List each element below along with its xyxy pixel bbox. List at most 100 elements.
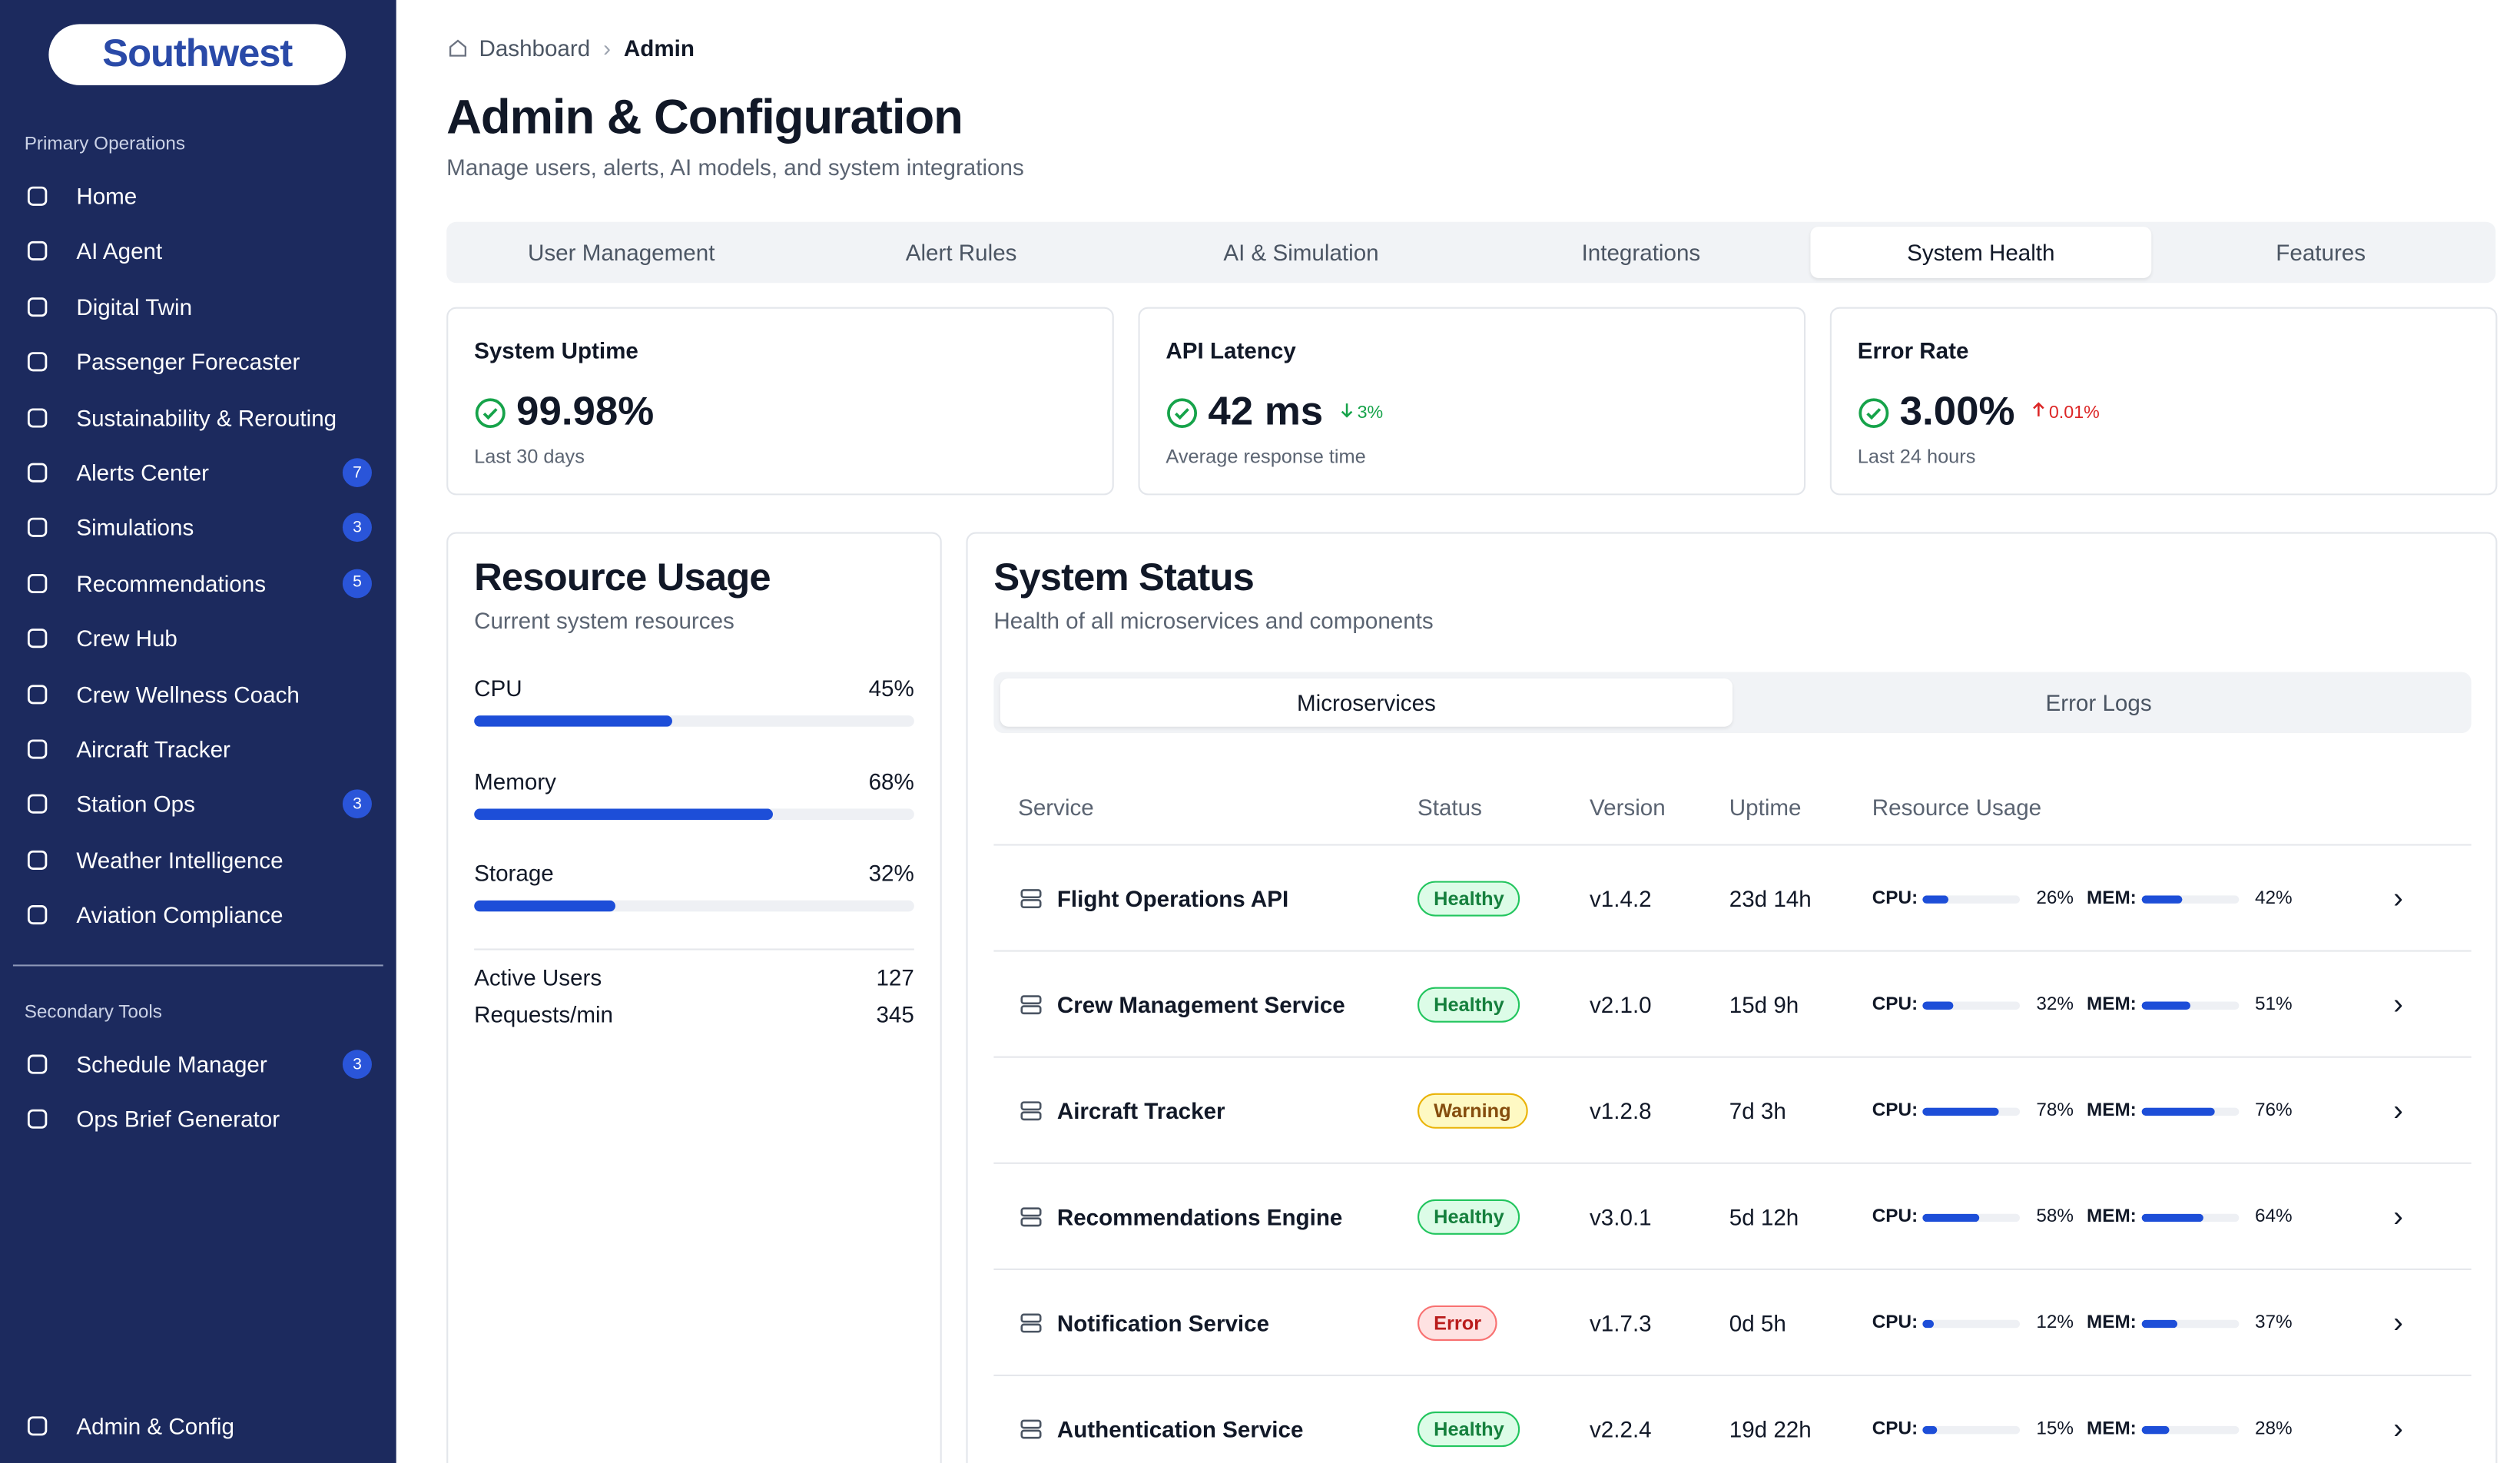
resource-item: CPU 45% [474,675,914,727]
icon [25,184,64,209]
logo[interactable]: Southwest [48,24,346,85]
nav-item[interactable]: Station Ops 3 [25,782,372,828]
nav-label: Crew Wellness Coach [76,681,300,707]
nav-item[interactable]: Aircraft Tracker [25,727,372,772]
tab[interactable]: Error Logs [2045,689,2152,716]
version: v2.1.0 [1590,991,1652,1018]
section-title: Secondary Tools [24,1003,162,1023]
row-chevron[interactable]: › [2393,987,2403,1020]
metric-card: API Latency 42 ms 3% Average response time [1138,307,1806,496]
progress-track [474,900,914,912]
mini-bar [1922,894,1948,903]
nav-item[interactable]: Crew Hub [25,616,372,662]
resource-cell: CPU: 58% MEM: 64% [1872,1207,2293,1226]
nav-item[interactable]: Digital Twin [25,284,372,330]
divider [474,948,914,950]
status-badge: Healthy [1417,987,1520,1023]
icon [25,1051,64,1077]
status-badge: Warning [1417,1093,1527,1129]
tab[interactable]: System Health [1811,227,2151,278]
nav-label: Admin & Config [76,1413,234,1439]
nav-item[interactable]: Alerts Center 7 [25,450,372,496]
metric-value-row: 99.98% [474,389,654,436]
nav-item[interactable]: Schedule Manager 3 [25,1042,372,1087]
mini-bar [2141,894,2183,903]
service-name: Notification Service [1056,1310,1270,1336]
tab[interactable]: User Management [528,239,715,266]
resource-row: CPU 45% [474,675,914,701]
tab[interactable]: Alert Rules [905,239,1017,266]
icon [1018,992,1044,1017]
status-badge: Healthy [1417,1199,1520,1235]
nav-item[interactable]: Admin & Config [25,1404,372,1449]
metric-value-row: 3.00% 0.01% [1858,389,2100,436]
icon [25,515,64,540]
icon [1166,396,1198,429]
stat-value: 345 [876,1001,914,1027]
card-subtitle: Health of all microservices and componen… [993,607,1434,634]
metric-value: 3.00% [1899,389,2015,434]
metric-change: 0.01% [2031,402,2100,423]
nav-label: Simulations [76,515,194,541]
mini-track [1922,1213,2021,1222]
row-chevron[interactable]: › [2393,881,2403,914]
nav-item[interactable]: Sustainability & Rerouting [25,395,372,440]
version: v1.4.2 [1590,885,1652,912]
tab[interactable]: Microservices [1000,678,1732,727]
metric-card: System Uptime 99.98% Last 30 days [446,307,1114,496]
progress-bar [474,808,774,820]
icon [25,349,64,374]
mini-track [1922,1319,2021,1328]
service-name: Aircraft Tracker [1056,1098,1225,1124]
nav-label: AI Agent [76,238,163,264]
icon [25,570,64,595]
mini-bar [2141,1425,2169,1434]
page-subtitle: Manage users, alerts, AI models, and sys… [446,154,1024,181]
status-badge: Error [1417,1305,1498,1341]
mini-track [2141,1106,2239,1116]
nav-item[interactable]: Recommendations 5 [25,561,372,606]
row-chevron[interactable]: › [2393,1093,2403,1126]
resource-value: 68% [868,768,914,794]
table-row: Aircraft Tracker Warning v1.2.8 7d 3h CPU: 78… [993,1056,2472,1164]
nav-item[interactable]: Crew Wellness Coach [25,672,372,717]
metric-label: CPU: [1872,1101,1918,1121]
crumb-item[interactable]: Admin [623,35,695,61]
resource-value: 45% [868,675,914,702]
nav-item[interactable]: AI Agent [25,229,372,274]
row-chevron[interactable]: › [2393,1306,2403,1339]
tab[interactable]: Integrations [1581,239,1701,266]
uptime: 15d 9h [1729,991,1799,1018]
progress-bar [474,715,672,727]
separator: › [603,35,612,61]
version: v1.7.3 [1590,1310,1652,1336]
stat-row: Requests/min 345 [474,1002,914,1027]
metric-label: MEM: [2086,995,2137,1015]
icon [25,736,64,761]
divider [12,964,383,967]
arrow [1339,402,1354,423]
nav-item[interactable]: Weather Intelligence [25,838,372,883]
tab[interactable]: Features [2276,239,2366,266]
nav-item[interactable]: Ops Brief Generator [25,1097,372,1143]
nav-badge: 3 [342,1050,372,1079]
resource-cell: CPU: 15% MEM: 28% [1872,1420,2293,1439]
tab[interactable]: AI & Simulation [1223,239,1379,266]
nav-item[interactable]: Home [25,174,372,219]
nav-item[interactable]: Passenger Forecaster [25,340,372,385]
mini-track [2141,1319,2239,1328]
row-chevron[interactable]: › [2393,1412,2403,1445]
service-name: Crew Management Service [1056,991,1345,1018]
metric-title: Error Rate [1857,337,1969,363]
row-chevron[interactable]: › [2393,1199,2403,1232]
nav-label: Weather Intelligence [76,847,284,873]
crumb-item[interactable]: Dashboard [479,35,591,61]
mini-bar [1922,1213,1980,1222]
nav-label: Ops Brief Generator [76,1106,280,1133]
nav-item[interactable]: Aviation Compliance [25,893,372,938]
resource-card: Resource Usage Current system resources CP… [446,532,942,1463]
nav-item[interactable]: Simulations 3 [25,506,372,551]
metric-note: Last 24 hours [1857,445,1976,468]
